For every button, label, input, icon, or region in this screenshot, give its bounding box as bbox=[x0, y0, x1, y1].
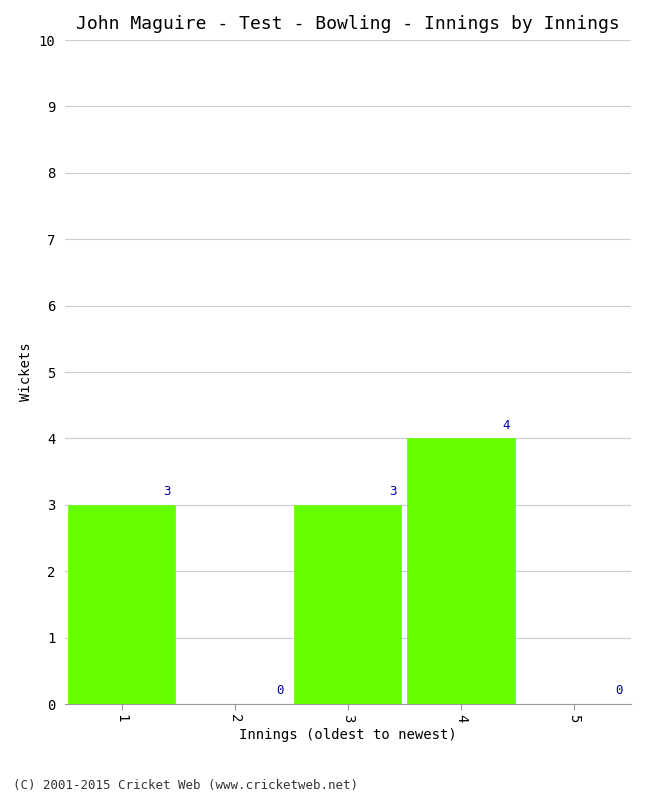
Text: 3: 3 bbox=[389, 485, 396, 498]
Text: 4: 4 bbox=[502, 418, 510, 432]
Text: 0: 0 bbox=[616, 684, 623, 698]
Bar bbox=[68, 505, 176, 704]
Y-axis label: Wickets: Wickets bbox=[19, 342, 33, 402]
Title: John Maguire - Test - Bowling - Innings by Innings: John Maguire - Test - Bowling - Innings … bbox=[76, 15, 619, 33]
Text: 0: 0 bbox=[276, 684, 283, 698]
Text: (C) 2001-2015 Cricket Web (www.cricketweb.net): (C) 2001-2015 Cricket Web (www.cricketwe… bbox=[13, 779, 358, 792]
Bar bbox=[407, 438, 515, 704]
X-axis label: Innings (oldest to newest): Innings (oldest to newest) bbox=[239, 728, 456, 742]
Bar bbox=[294, 505, 402, 704]
Text: 3: 3 bbox=[163, 485, 170, 498]
